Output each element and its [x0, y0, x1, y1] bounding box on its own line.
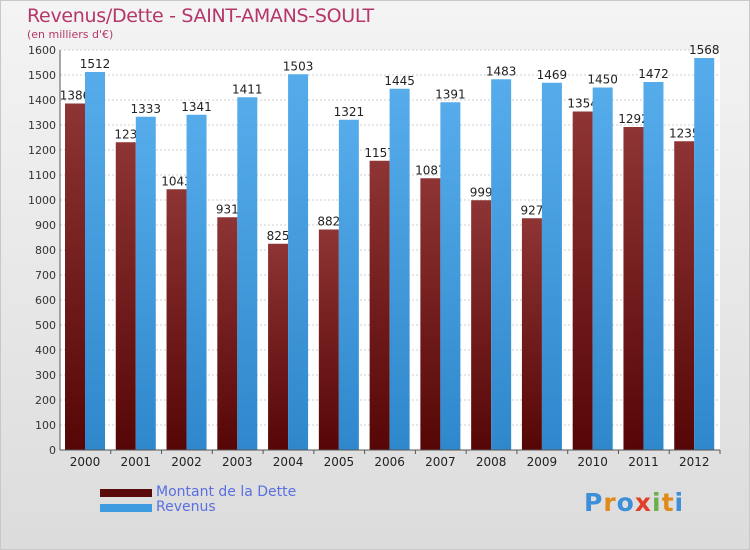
x-tick-label: 2000: [70, 455, 101, 469]
x-tick-label: 2006: [374, 455, 405, 469]
data-label-revenus: 1411: [232, 82, 263, 96]
data-label-dette: 1354: [567, 97, 598, 111]
data-label-dette: 123: [114, 127, 137, 141]
bar-revenus: [288, 74, 309, 450]
bar-dette: [420, 178, 441, 450]
bar-revenus: [237, 97, 258, 450]
data-label-dette: 882: [317, 215, 340, 229]
data-label-revenus: 1469: [537, 68, 568, 82]
data-label-dette: 1235: [669, 126, 700, 140]
y-tick-label: 400: [35, 344, 56, 357]
y-tick-label: 1500: [28, 69, 56, 82]
bar-dette: [268, 243, 289, 450]
data-label-revenus: 1568: [689, 43, 720, 57]
y-tick-label: 300: [35, 369, 56, 382]
data-label-dette: 825: [267, 229, 290, 243]
bar-dette: [674, 141, 695, 450]
y-tick-label: 1200: [28, 144, 56, 157]
y-tick-label: 500: [35, 319, 56, 332]
y-tick-label: 1000: [28, 194, 56, 207]
logo-letter: i: [674, 488, 685, 517]
x-tick-label: 2001: [120, 455, 151, 469]
x-tick-label: 2011: [628, 455, 659, 469]
bar-dette: [318, 229, 339, 450]
bar-dette: [115, 142, 136, 450]
x-tick-label: 2004: [273, 455, 304, 469]
x-tick-label: 2010: [577, 455, 608, 469]
logo-letter: r: [603, 488, 617, 517]
legend-label-dette: Montant de la Dette: [156, 484, 297, 500]
proxiti-logo: Proxiti: [584, 488, 684, 517]
bar-dette: [521, 218, 542, 450]
y-tick-label: 800: [35, 244, 56, 257]
bar-dette: [572, 111, 593, 450]
logo-letter: P: [584, 488, 604, 517]
bar-revenus: [541, 82, 562, 450]
data-label-dette: 1292: [618, 112, 649, 126]
bar-dette: [217, 217, 238, 450]
data-label-revenus: 1333: [130, 102, 161, 116]
data-label-revenus: 1445: [384, 74, 415, 88]
bar-revenus: [643, 82, 664, 450]
data-label-dette: 1157: [364, 146, 395, 160]
data-label-dette: 1043: [161, 174, 192, 188]
x-tick-label: 2005: [324, 455, 355, 469]
logo-letter: o: [616, 488, 635, 517]
x-tick-label: 2003: [222, 455, 253, 469]
y-tick-label: 1300: [28, 119, 56, 132]
data-label-revenus: 1483: [486, 64, 517, 78]
bar-dette: [471, 200, 492, 450]
bar-revenus: [440, 102, 461, 450]
bar-revenus: [491, 79, 512, 450]
y-tick-label: 700: [35, 269, 56, 282]
y-tick-label: 100: [35, 419, 56, 432]
data-label-revenus: 1321: [334, 105, 365, 119]
y-tick-label: 1600: [28, 44, 56, 57]
bar-revenus: [135, 116, 156, 450]
chart-title: Revenus/Dette - SAINT-AMANS-SOULT: [27, 5, 374, 27]
y-tick-label: 1400: [28, 94, 56, 107]
y-tick-label: 200: [35, 394, 56, 407]
logo-letter: x: [634, 488, 652, 517]
data-label-dette: 1087: [415, 163, 446, 177]
x-tick-label: 2009: [527, 455, 558, 469]
x-tick-label: 2002: [171, 455, 202, 469]
data-label-revenus: 1341: [181, 100, 212, 114]
data-label-revenus: 1503: [283, 59, 314, 73]
y-tick-label: 600: [35, 294, 56, 307]
bar-revenus: [186, 114, 207, 450]
data-label-dette: 927: [520, 203, 543, 217]
bar-dette: [623, 127, 644, 450]
bar-revenus: [85, 72, 105, 450]
legend-swatch-revenus: [100, 504, 152, 512]
chart-subtitle: (en milliers d'€): [27, 28, 114, 41]
logo-letter: i: [652, 488, 662, 517]
data-label-dette: 1386: [60, 89, 91, 103]
bar-dette: [65, 103, 85, 450]
data-label-revenus: 1512: [80, 57, 111, 71]
data-label-dette: 999: [470, 185, 493, 199]
y-tick-label: 1100: [28, 169, 56, 182]
bar-revenus: [592, 87, 613, 450]
x-tick-label: 2007: [425, 455, 456, 469]
bar-dette: [166, 189, 187, 450]
x-tick-label: 2012: [679, 455, 710, 469]
data-label-revenus: 1450: [587, 73, 618, 87]
bar-revenus: [389, 88, 410, 450]
data-label-revenus: 1472: [638, 67, 669, 81]
y-tick-label: 900: [35, 219, 56, 232]
data-label-dette: 931: [216, 202, 239, 216]
bar-dette: [369, 160, 390, 450]
legend-swatch-dette: [100, 489, 152, 497]
data-label-revenus: 1391: [435, 87, 466, 101]
bar-revenus: [338, 119, 359, 450]
legend-label-revenus: Revenus: [156, 499, 216, 515]
x-tick-label: 2008: [476, 455, 507, 469]
y-tick-label: 0: [49, 444, 56, 457]
bar-revenus: [694, 58, 715, 450]
logo-letter: t: [661, 488, 675, 517]
